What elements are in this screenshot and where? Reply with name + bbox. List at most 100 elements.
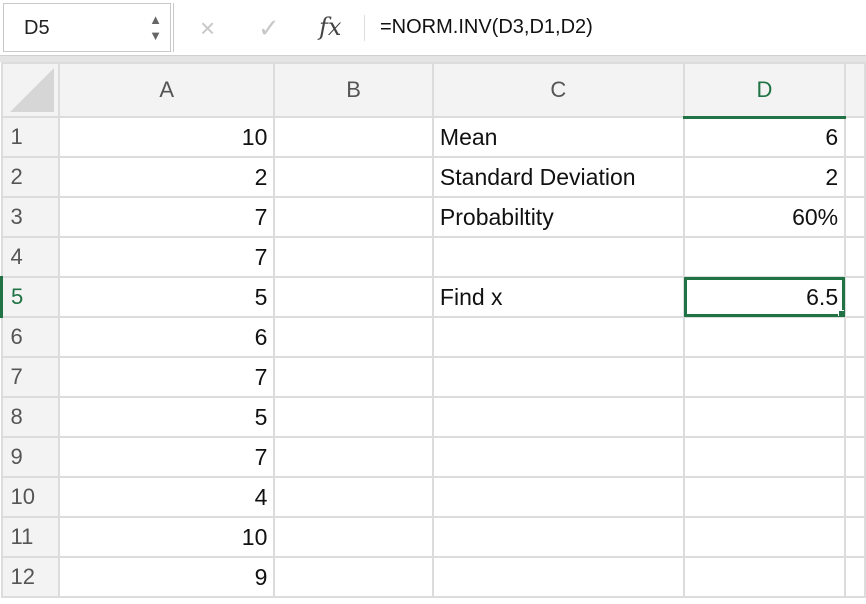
cell-d6[interactable] — [682, 316, 847, 358]
cell-value: 6 — [825, 123, 839, 150]
name-box[interactable]: D5 ▲ ▼ — [3, 3, 171, 52]
cell-c12[interactable] — [431, 556, 685, 598]
table-row: 11 10 — [0, 516, 866, 558]
cell-a1[interactable]: 10 — [58, 116, 276, 158]
cell-a3[interactable]: 7 — [58, 196, 276, 238]
fx-icon[interactable]: fx — [319, 13, 342, 41]
cell-a12[interactable]: 9 — [58, 556, 276, 598]
row-header[interactable]: 11 — [0, 516, 61, 558]
table-row: 12 9 — [0, 556, 866, 598]
cell-b2[interactable] — [273, 156, 434, 198]
cell-a6[interactable]: 6 — [58, 316, 276, 358]
row-header[interactable]: 12 — [0, 556, 61, 598]
cell-b12[interactable] — [273, 556, 434, 598]
column-header-c[interactable]: C — [431, 62, 685, 118]
cell-d8[interactable] — [682, 396, 847, 438]
cell-a10[interactable]: 4 — [58, 476, 276, 518]
row-header[interactable]: 3 — [0, 196, 61, 238]
table-row: 1 10 Mean 6 — [0, 116, 866, 158]
cell-e10[interactable] — [844, 476, 866, 518]
cell-d9[interactable] — [682, 436, 847, 478]
divider — [364, 15, 365, 41]
name-box-stepper-icon[interactable]: ▲ ▼ — [149, 12, 162, 43]
cell-b6[interactable] — [273, 316, 434, 358]
cell-e3[interactable] — [844, 196, 866, 238]
cell-e4[interactable] — [844, 236, 866, 278]
cell-b11[interactable] — [273, 516, 434, 558]
cell-d5[interactable]: 6.5 — [682, 276, 847, 318]
cell-d10[interactable] — [682, 476, 847, 518]
cell-e11[interactable] — [844, 516, 866, 558]
cell-e12[interactable] — [844, 556, 866, 598]
row-header[interactable]: 1 — [0, 116, 61, 158]
row-header[interactable]: 7 — [0, 356, 61, 398]
table-row: 5 5 Find x 6.5 — [0, 276, 866, 318]
cell-b9[interactable] — [273, 436, 434, 478]
cell-c10[interactable] — [431, 476, 685, 518]
row-header[interactable]: 10 — [0, 476, 61, 518]
enter-check-icon[interactable]: ✓ — [258, 13, 280, 43]
formula-input[interactable]: =NORM.INV(D3,D1,D2) — [380, 16, 593, 38]
cell-b7[interactable] — [273, 356, 434, 398]
row-header[interactable]: 6 — [0, 316, 61, 358]
column-header-d[interactable]: D — [682, 62, 847, 119]
cell-b4[interactable] — [273, 236, 434, 278]
cell-c3[interactable]: Probabiltity — [431, 196, 685, 238]
cell-b1[interactable] — [273, 116, 434, 158]
cell-d11[interactable] — [682, 516, 847, 558]
cell-c1[interactable]: Mean — [431, 116, 685, 158]
column-header-e[interactable] — [844, 62, 866, 118]
column-header-a[interactable]: A — [58, 62, 276, 118]
cell-a11[interactable]: 10 — [58, 516, 276, 558]
table-row: 9 7 — [0, 436, 866, 478]
cell-e5[interactable] — [844, 276, 866, 318]
cell-c6[interactable] — [431, 316, 685, 358]
cell-e6[interactable] — [844, 316, 866, 358]
cell-e8[interactable] — [844, 396, 866, 438]
cell-value: 2 — [825, 163, 839, 190]
cell-c2[interactable]: Standard Deviation — [431, 156, 685, 198]
cell-a5[interactable]: 5 — [58, 276, 276, 318]
spreadsheet-grid: A B C D 1 10 Mean 6 2 2 Standard Deviati… — [0, 62, 866, 598]
column-header-b[interactable]: B — [273, 62, 434, 118]
cell-a2[interactable]: 2 — [58, 156, 276, 198]
name-box-value: D5 — [24, 17, 50, 39]
cell-a8[interactable]: 5 — [58, 396, 276, 438]
cell-c9[interactable] — [431, 436, 685, 478]
cell-d3[interactable]: 60% — [682, 196, 847, 238]
cell-d12[interactable] — [682, 556, 847, 598]
cell-e1[interactable] — [844, 116, 866, 158]
cell-b5[interactable] — [273, 276, 434, 318]
row-header[interactable]: 4 — [0, 236, 61, 278]
cell-d7[interactable] — [682, 356, 847, 398]
select-all-button[interactable] — [0, 62, 61, 118]
row-header[interactable]: 5 — [0, 276, 61, 318]
cell-value: 6.5 — [806, 283, 839, 310]
cell-d2[interactable]: 2 — [682, 156, 847, 198]
cell-b10[interactable] — [273, 476, 434, 518]
divider — [0, 56, 866, 62]
cell-c7[interactable] — [431, 356, 685, 398]
cell-c8[interactable] — [431, 396, 685, 438]
cell-e2[interactable] — [844, 156, 866, 198]
table-row: 8 5 — [0, 396, 866, 438]
row-header[interactable]: 9 — [0, 436, 61, 478]
cell-a7[interactable]: 7 — [58, 356, 276, 398]
cell-b3[interactable] — [273, 196, 434, 238]
cell-e9[interactable] — [844, 436, 866, 478]
table-row: 2 2 Standard Deviation 2 — [0, 156, 866, 198]
table-row: 3 7 Probabiltity 60% — [0, 196, 866, 238]
row-header[interactable]: 2 — [0, 156, 61, 198]
fill-handle[interactable] — [838, 310, 844, 315]
cell-a4[interactable]: 7 — [58, 236, 276, 278]
cancel-icon[interactable]: × — [200, 13, 216, 43]
cell-a9[interactable]: 7 — [58, 436, 276, 478]
cell-d1[interactable]: 6 — [682, 116, 847, 158]
cell-e7[interactable] — [844, 356, 866, 398]
cell-d4[interactable] — [682, 236, 847, 278]
cell-c11[interactable] — [431, 516, 685, 558]
row-header[interactable]: 8 — [0, 396, 61, 438]
cell-c5[interactable]: Find x — [431, 276, 685, 318]
cell-b8[interactable] — [273, 396, 434, 438]
cell-c4[interactable] — [431, 236, 685, 278]
